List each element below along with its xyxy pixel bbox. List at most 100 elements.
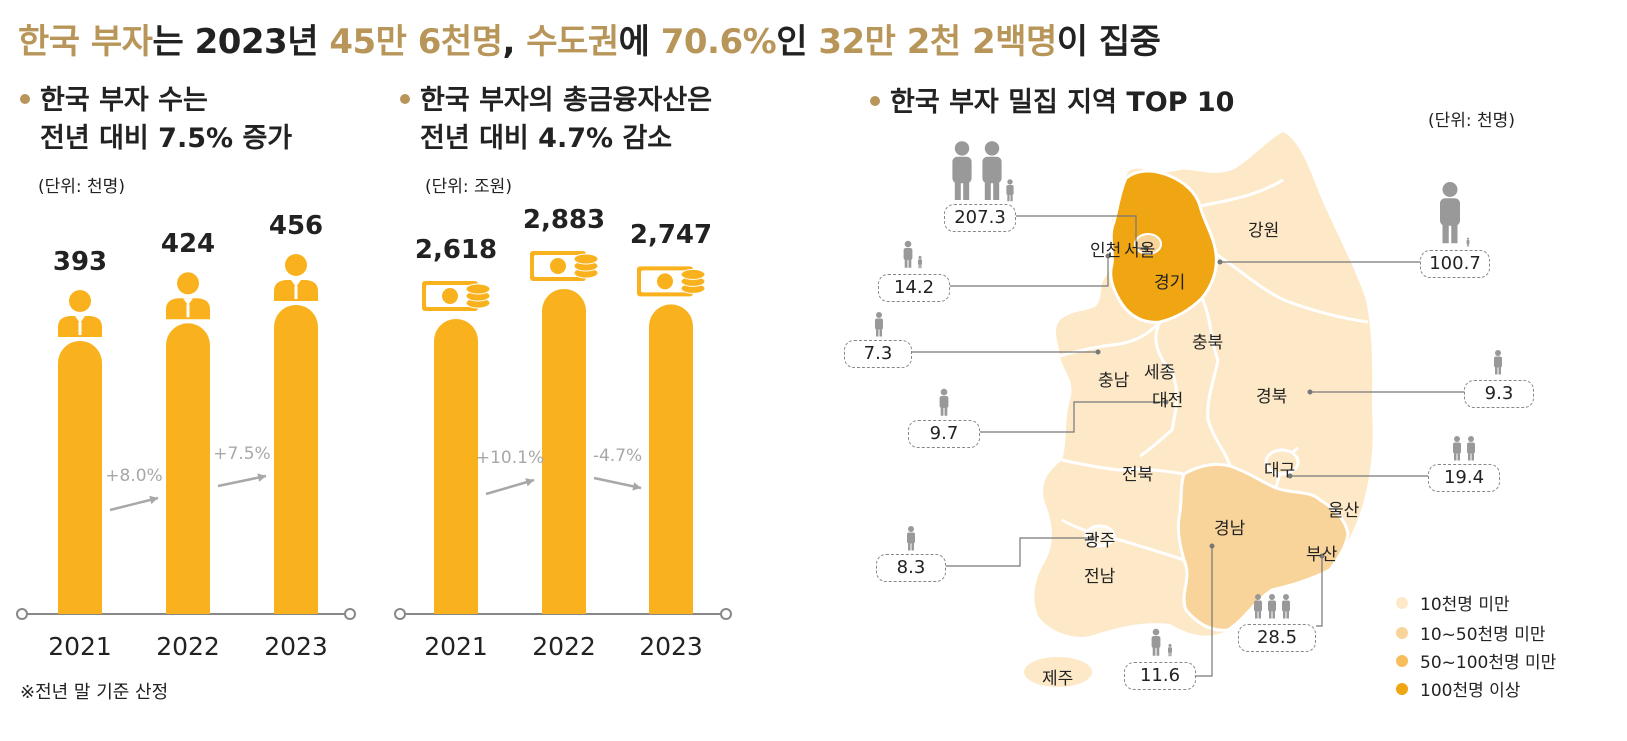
bar [166,323,210,614]
person-icon [1440,182,1470,247]
headline-part: 이 집중 [1056,22,1161,62]
bullet-icon [400,93,410,104]
region-label: 강원 [1248,221,1280,241]
person-icon [907,526,915,551]
chart2-title-line1: 한국 부자의 총금융자산은 [420,85,713,116]
axis-end-cap [344,608,356,620]
legend-item: 100천명 이상 [1396,676,1520,701]
person-icon [1453,436,1475,461]
bullet-icon [870,95,880,106]
headline-part: 한국 부자 [18,22,153,62]
headline-part: , [502,22,527,62]
x-tick-label: 2023 [264,632,328,661]
region-label: 충북 [1192,333,1224,353]
bar [58,341,102,614]
person-icon [183,298,193,306]
person-icon [939,388,949,416]
person-icon [291,280,301,287]
region-label: 서울 [1124,241,1156,261]
region-label: 대구 [1264,461,1296,481]
change-arrow [593,476,642,490]
region-value-box: 19.4 [1428,464,1500,492]
money-icon [442,288,458,304]
region-label: 경북 [1256,387,1288,407]
map-unit: (단위: 천명) [1428,111,1515,131]
person-icon [186,304,190,318]
headline-part: 70.6% [660,22,777,62]
region-label: 세종 [1144,363,1176,383]
x-tick-label: 2021 [48,632,112,661]
chart2-title-line2: 전년 대비 4.7% 감소 [420,123,673,154]
legend-label: 50~100천명 미만 [1420,653,1557,673]
footnote: ※전년 말 기준 산정 [20,682,169,703]
chart2-unit: (단위: 조원) [425,177,512,197]
bar [434,319,478,614]
map-title-text: 한국 부자 밀집 지역 TOP 10 [890,87,1235,118]
person-icon [294,286,298,299]
legend-dot [1396,655,1408,667]
axis-end-cap [16,608,28,620]
region-label: 전남 [1084,567,1116,587]
region-value-box: 8.3 [876,554,946,582]
change-arrow-head [149,495,158,505]
money-icon [680,268,706,280]
region-label: 인천 [1090,241,1122,261]
change-arrow-head [257,473,266,482]
chart1-title-line2: 전년 대비 7.5% 증가 [40,123,293,154]
headline: 한국 부자는 2023년 45만 6천명, 수도권에 70.6%인 32만 2천… [18,14,1161,63]
person-icon [875,312,883,337]
headline-part: 수도권 [526,22,619,62]
headline-part: 인 [776,22,819,62]
money-icon [550,258,566,274]
bar-value-label: 424 [160,229,216,260]
chart1-title-line1: 한국 부자 수는 [40,85,208,116]
region-value-box: 7.3 [844,340,912,368]
change-label: +10.1% [475,448,545,468]
map-region-gyeongnam [1176,462,1350,632]
legend-dot [1396,683,1408,695]
region-value-box: 100.7 [1420,250,1490,278]
bullet-icon [20,93,30,104]
region-label: 광주 [1084,531,1116,551]
change-arrow [485,478,535,496]
region-label: 제주 [1042,669,1074,689]
leader-dots [1089,245,1325,559]
change-arrow [109,496,159,512]
axis-end-cap [394,608,406,620]
bar-value-label: 2,883 [522,205,606,235]
person-icon [1494,350,1502,375]
person-icon [69,290,91,312]
legend-label: 100천명 이상 [1420,681,1521,701]
legend-item: 10~50천명 미만 [1396,620,1545,645]
region-value-box: 11.6 [1124,662,1196,690]
legend-dot [1396,627,1408,639]
change-label: +7.5% [213,444,271,464]
map-region-gwangju [1084,524,1116,548]
x-tick-label: 2022 [156,632,220,661]
x-tick-label: 2022 [532,632,596,661]
region-label: 부산 [1306,545,1338,565]
chart2-title: 한국 부자의 총금융자산은 전년 대비 4.7% 감소 [400,82,712,158]
region-label: 전북 [1122,465,1154,485]
region-value-box: 28.5 [1238,624,1316,652]
bar [649,304,693,614]
legend-item: 50~100천명 미만 [1396,648,1556,673]
x-tick-label: 2021 [424,632,488,661]
person-icon [903,240,922,269]
map-region-jeju [1024,657,1092,687]
person-icon [78,322,82,335]
change-label: +8.0% [105,466,163,486]
money-icon [657,273,673,290]
bar-value-label: 393 [52,247,108,277]
headline-part: 45만 6천명 [329,22,503,62]
person-icon [952,141,1014,202]
money-icon [465,283,491,295]
axis-end-cap [720,608,732,620]
region-label: 경남 [1214,519,1246,539]
region-value-box: 9.7 [908,420,980,448]
change-arrow [217,474,267,488]
region-label: 경기 [1154,273,1186,293]
region-label: 충남 [1098,371,1130,391]
